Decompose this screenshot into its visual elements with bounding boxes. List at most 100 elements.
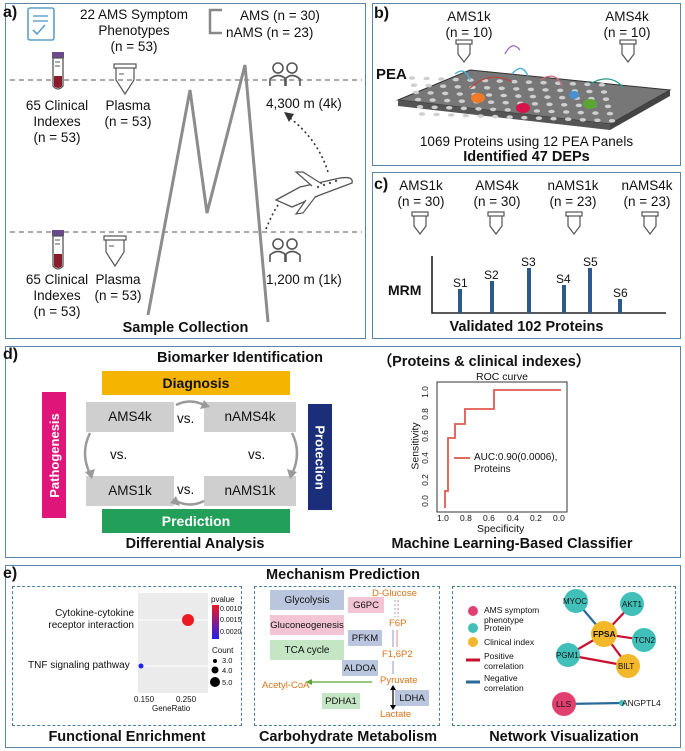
node-bilt [616, 654, 640, 678]
plate-well [579, 118, 586, 122]
vs-left: vs. [110, 447, 128, 462]
plate-well [498, 86, 505, 91]
plate-well [592, 111, 599, 115]
proteins-text: 1069 Proteins using 12 PEA Panels [419, 134, 634, 149]
plate-well [491, 114, 499, 119]
plate-well [456, 92, 463, 96]
pvalue-label: pvalue [211, 595, 235, 604]
plate-well [504, 108, 511, 112]
node-angptl4 [619, 700, 625, 706]
nams-group: nAMS (n = 23) [226, 25, 314, 40]
peak-label-s5: S5 [583, 255, 598, 269]
plate-well [565, 117, 572, 121]
biomarker-title: Biomarker Identification [157, 350, 323, 366]
plate-well [604, 104, 612, 109]
plate-well [525, 80, 533, 84]
node-tcn2 [632, 628, 656, 652]
plasma-4k: Plasma (n = 53) [104, 98, 152, 129]
roc-xtick-0: 1.0 [437, 513, 449, 523]
plate-well [500, 93, 507, 98]
node-label-angptl4: ANGPTL4 [622, 698, 661, 708]
plate-well [521, 115, 528, 120]
sample-tube-icon [455, 39, 637, 63]
differential-title: Differential Analysis [125, 536, 265, 552]
plate-well [506, 115, 513, 119]
plate-well [425, 83, 432, 88]
pathogenesis-box: Pathogenesis [42, 392, 66, 518]
plate-well [559, 95, 566, 100]
plate-well [483, 86, 491, 90]
plate-well [546, 102, 553, 107]
plate-well [561, 103, 568, 107]
roc-xtick-3: 0.4 [507, 513, 519, 523]
generatio-tick-1: 0.250 [176, 695, 197, 704]
group-nams4k: nAMS4k (n = 23) [621, 178, 673, 209]
group-nams1k: nAMS1k (n = 23) [547, 178, 599, 209]
vs-bottom: vs. [177, 482, 195, 497]
roc-title: ROC curve [476, 371, 528, 383]
group-ams4k: AMS4k (n = 30) [473, 178, 521, 209]
mountain-shape [146, 64, 270, 323]
roc-curve [444, 389, 561, 508]
plate-well [531, 102, 539, 106]
altitude-high: 4,300 m (4k) [266, 96, 342, 111]
dot-cytokine [182, 614, 194, 626]
plate-well [412, 90, 420, 95]
gluconeogenesis-box: Gluconeogenesis [270, 615, 344, 635]
plate-well [452, 77, 459, 82]
ams1k-b: AMS1k (n = 10) [445, 9, 493, 40]
classifier-title: Machine Learning-Based Classifier [391, 536, 633, 552]
plate-well [454, 85, 461, 89]
plate-well [513, 87, 520, 91]
plate-well [594, 118, 601, 123]
prediction-box: Prediction [102, 509, 290, 533]
node-label-myoc: MYOC [563, 597, 587, 606]
network-title: Network Visualization [489, 729, 639, 745]
plate-well [496, 79, 503, 83]
pfkm-box: PFKM [348, 630, 382, 646]
plate-well [600, 90, 608, 94]
plate-well [462, 113, 469, 118]
blood-tube-icon [52, 230, 64, 270]
plate-well [416, 105, 424, 109]
ams1k-box: AMS1k [86, 476, 174, 506]
pvalue-tick-0: 0.0010 [220, 606, 242, 613]
plate-well [427, 91, 434, 95]
roc-legend: AUC:0.90(0.0006), Proteins [474, 452, 558, 475]
node-label-bilt: BILT [618, 662, 635, 671]
panel-c-label: c) [374, 176, 389, 193]
legend-positive: Positive correlation [484, 651, 524, 671]
dot-tnf [138, 663, 144, 669]
pvalue-tick-2: 0.0020 [220, 629, 242, 636]
peak-label-s4: S4 [556, 272, 571, 286]
generatio-tick-0: 0.150 [134, 695, 155, 704]
plate-well [408, 76, 416, 80]
node-label-akt1: AKT1 [622, 600, 643, 609]
node-pgm1 [556, 643, 580, 667]
count-4 [211, 666, 219, 674]
panel-b-label: b) [374, 5, 390, 22]
validated-text: Validated 102 Proteins [449, 319, 604, 335]
plate-well [475, 107, 482, 111]
plate-well [485, 93, 493, 97]
plate-well [446, 106, 453, 110]
plate-well [540, 80, 547, 85]
legend-clinical: Clinical index [484, 637, 535, 647]
group-bracket [208, 8, 222, 35]
count-3 [213, 659, 217, 663]
plate-well [544, 95, 551, 99]
ams-group: AMS (n = 30) [240, 8, 320, 23]
node-fpsa [591, 621, 617, 647]
aldoa-box: ALDOA [342, 660, 378, 676]
plate-well [602, 97, 610, 101]
plate-well [548, 109, 555, 114]
biomarker-subtitle: （Proteins & clinical indexes） [377, 354, 591, 370]
roc-xtick-5: 0.0 [553, 513, 565, 523]
metabolite-f6p: F6P [389, 618, 407, 629]
metabolite-lactate: Lactate [380, 709, 412, 720]
roc-xlabel: Specificity [477, 523, 525, 535]
plate-well [460, 106, 467, 111]
plasma-1k: Plasma (n = 53) [94, 272, 142, 303]
